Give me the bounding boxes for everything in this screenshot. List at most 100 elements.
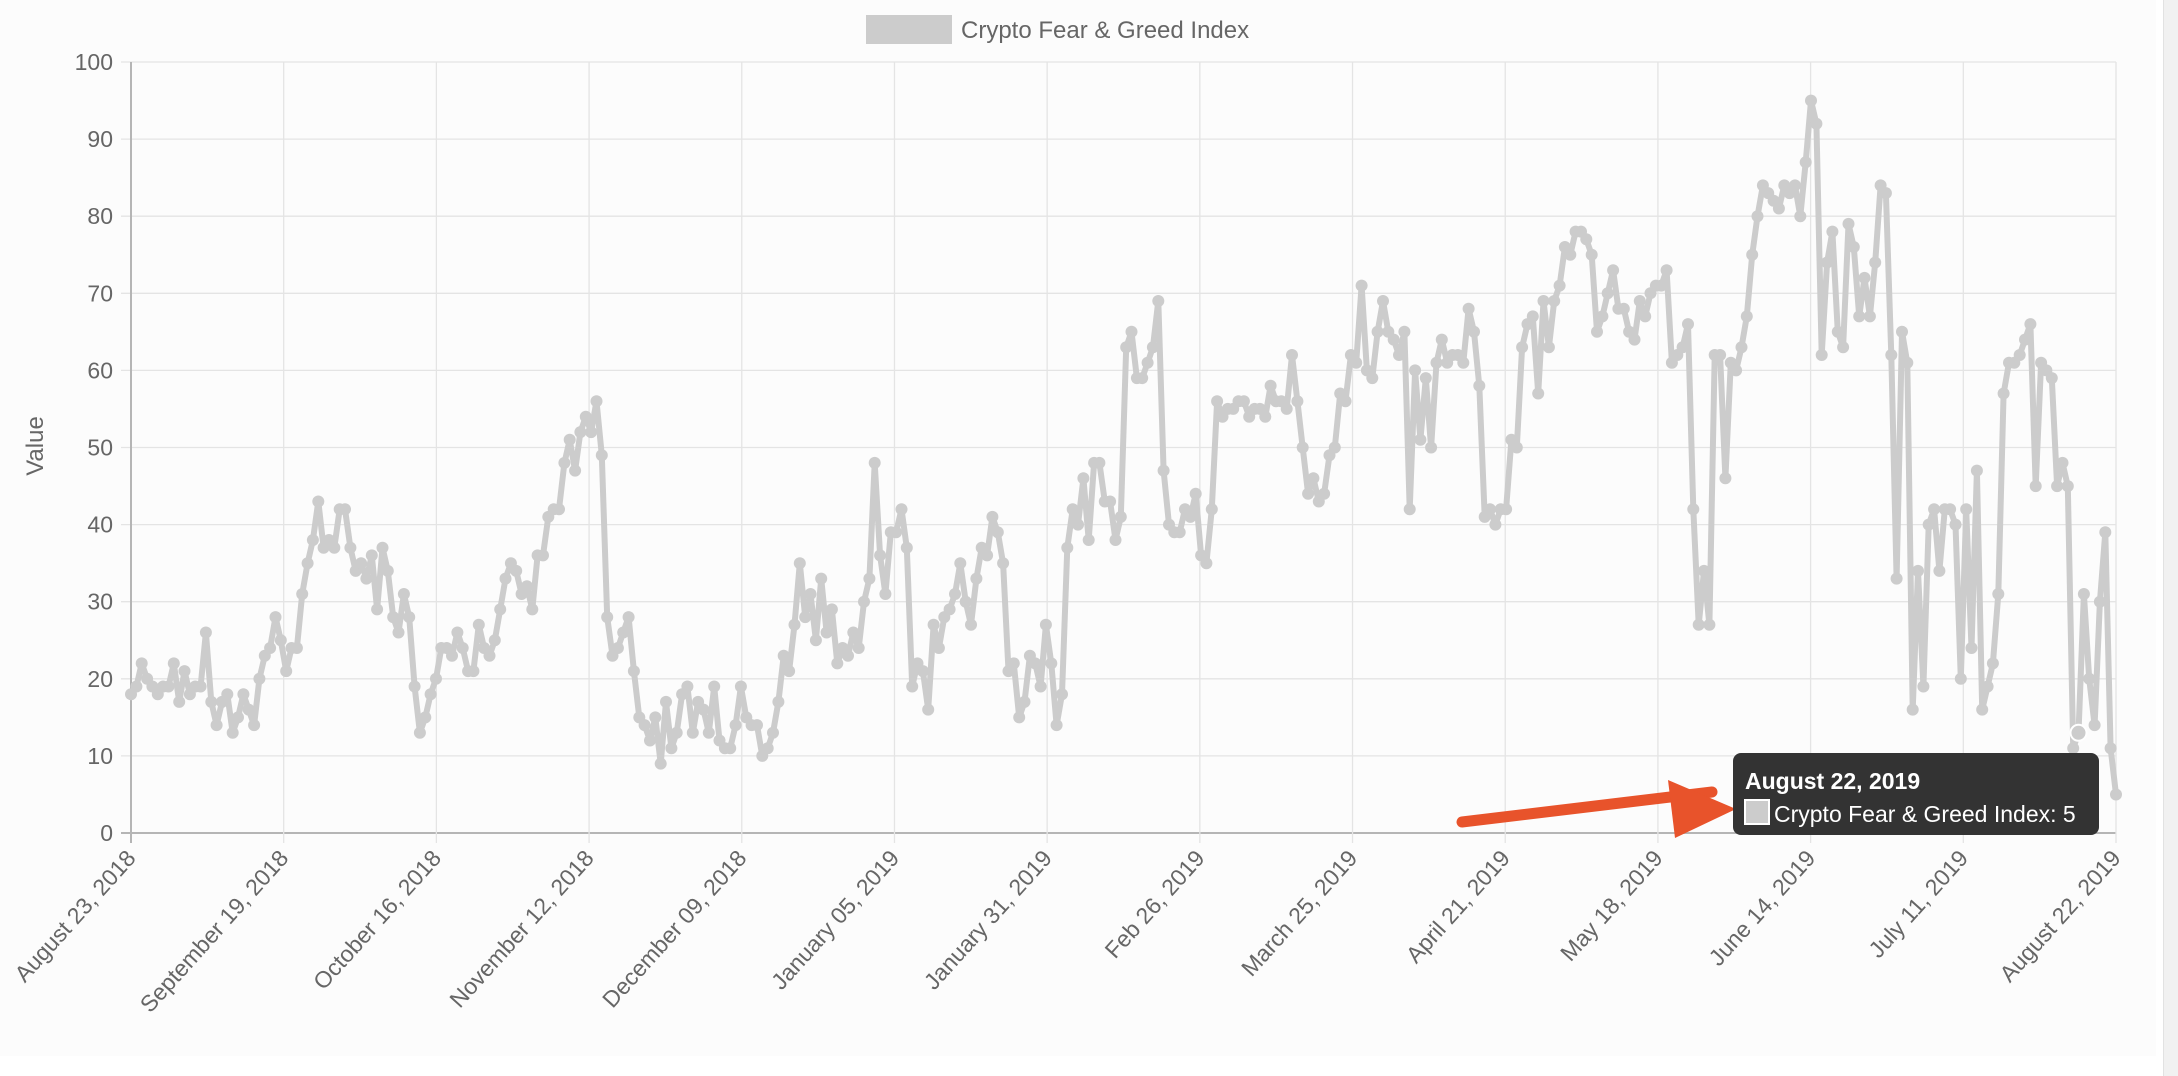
data-point[interactable] [1526, 310, 1539, 323]
data-point[interactable] [927, 618, 940, 631]
data-point[interactable] [622, 611, 635, 624]
data-point[interactable] [1200, 557, 1213, 570]
data-point[interactable] [376, 541, 389, 554]
data-point[interactable] [1018, 695, 1031, 708]
data-point[interactable] [392, 626, 405, 639]
data-point[interactable] [1960, 503, 1973, 516]
data-point[interactable] [772, 695, 785, 708]
data-point[interactable] [1655, 279, 1668, 292]
data-point[interactable] [510, 564, 523, 577]
data-point[interactable] [1077, 472, 1090, 485]
data-point[interactable] [815, 572, 828, 585]
data-point[interactable] [1794, 210, 1807, 223]
data-point[interactable] [601, 611, 614, 624]
data-point[interactable] [537, 549, 549, 562]
data-point[interactable] [1853, 310, 1866, 323]
legend-swatch[interactable] [866, 15, 952, 44]
data-point[interactable] [1730, 364, 1743, 377]
data-point[interactable] [328, 541, 341, 554]
data-point[interactable] [1500, 503, 1513, 516]
data-point[interactable] [1029, 657, 1042, 670]
data-point[interactable] [1457, 356, 1470, 369]
data-point[interactable] [954, 557, 967, 570]
data-point[interactable] [842, 649, 854, 662]
data-point[interactable] [1468, 325, 1480, 338]
data-point[interactable] [2093, 595, 2106, 608]
data-point[interactable] [654, 757, 667, 770]
data-point[interactable] [408, 680, 421, 693]
data-point[interactable] [2019, 333, 2031, 346]
legend-label[interactable]: Crypto Fear & Greed Index [961, 17, 1249, 44]
data-point[interactable] [1120, 341, 1133, 354]
data-point[interactable] [900, 541, 913, 554]
data-point[interactable] [467, 665, 480, 678]
data-point[interactable] [579, 410, 592, 423]
data-point[interactable] [1157, 464, 1170, 477]
data-point[interactable] [371, 603, 384, 616]
data-point[interactable] [670, 726, 683, 739]
data-point[interactable] [553, 503, 565, 516]
data-point[interactable] [1933, 564, 1946, 577]
data-point[interactable] [301, 557, 314, 570]
data-point[interactable] [1810, 117, 1823, 130]
data-point[interactable] [1104, 495, 1117, 508]
data-point[interactable] [199, 626, 212, 639]
data-point[interactable] [890, 526, 903, 539]
data-point[interactable] [312, 495, 325, 508]
data-point[interactable] [916, 665, 929, 678]
data-point[interactable] [494, 603, 507, 616]
data-point[interactable] [1826, 225, 1839, 238]
data-point[interactable] [1949, 518, 1962, 531]
data-point[interactable] [681, 680, 694, 693]
data-point[interactable] [1462, 302, 1475, 315]
data-point[interactable] [1847, 241, 1860, 253]
data-point[interactable] [413, 726, 426, 739]
data-point[interactable] [1264, 379, 1277, 392]
data-point[interactable] [1066, 503, 1079, 516]
data-point[interactable] [1259, 410, 1272, 423]
data-point[interactable] [1039, 618, 1052, 631]
data-point[interactable] [799, 611, 812, 624]
data-point[interactable] [970, 572, 983, 585]
data-point[interactable] [1591, 325, 1603, 338]
data-point[interactable] [1152, 295, 1165, 307]
data-point[interactable] [2029, 480, 2042, 493]
data-point[interactable] [1013, 711, 1026, 724]
data-point[interactable] [761, 742, 774, 755]
data-point[interactable] [1114, 510, 1127, 523]
data-point[interactable] [1928, 503, 1941, 516]
data-point[interactable] [2088, 719, 2101, 732]
data-point[interactable] [1184, 510, 1197, 523]
data-point[interactable] [1034, 680, 1047, 693]
data-point[interactable] [1639, 310, 1652, 323]
data-point[interactable] [1789, 179, 1801, 192]
data-point[interactable] [1302, 487, 1315, 500]
data-point[interactable] [665, 742, 678, 755]
data-point[interactable] [574, 426, 587, 439]
data-point[interactable] [499, 572, 512, 585]
data-point[interactable] [221, 688, 234, 701]
data-point[interactable] [264, 642, 277, 654]
data-point[interactable] [820, 626, 833, 639]
data-point[interactable] [965, 618, 977, 631]
data-point[interactable] [1890, 572, 1903, 585]
data-point[interactable] [1633, 295, 1646, 307]
data-point[interactable] [1430, 356, 1443, 369]
data-point[interactable] [1901, 356, 1914, 369]
data-point[interactable] [1564, 248, 1577, 261]
data-point[interactable] [1366, 372, 1379, 385]
data-point[interactable] [237, 688, 250, 701]
data-point[interactable] [1435, 333, 1448, 346]
data-point[interactable] [595, 449, 608, 462]
data-point[interactable] [1992, 588, 2005, 600]
data-point[interactable] [702, 726, 715, 739]
data-point[interactable] [306, 534, 319, 546]
data-point[interactable] [1542, 341, 1555, 354]
data-point[interactable] [1740, 310, 1753, 323]
data-point[interactable] [783, 665, 796, 678]
data-point[interactable] [1986, 657, 1999, 670]
data-point[interactable] [1425, 441, 1438, 454]
data-point[interactable] [1751, 210, 1764, 223]
data-point[interactable] [483, 649, 496, 662]
data-point[interactable] [1917, 680, 1930, 693]
